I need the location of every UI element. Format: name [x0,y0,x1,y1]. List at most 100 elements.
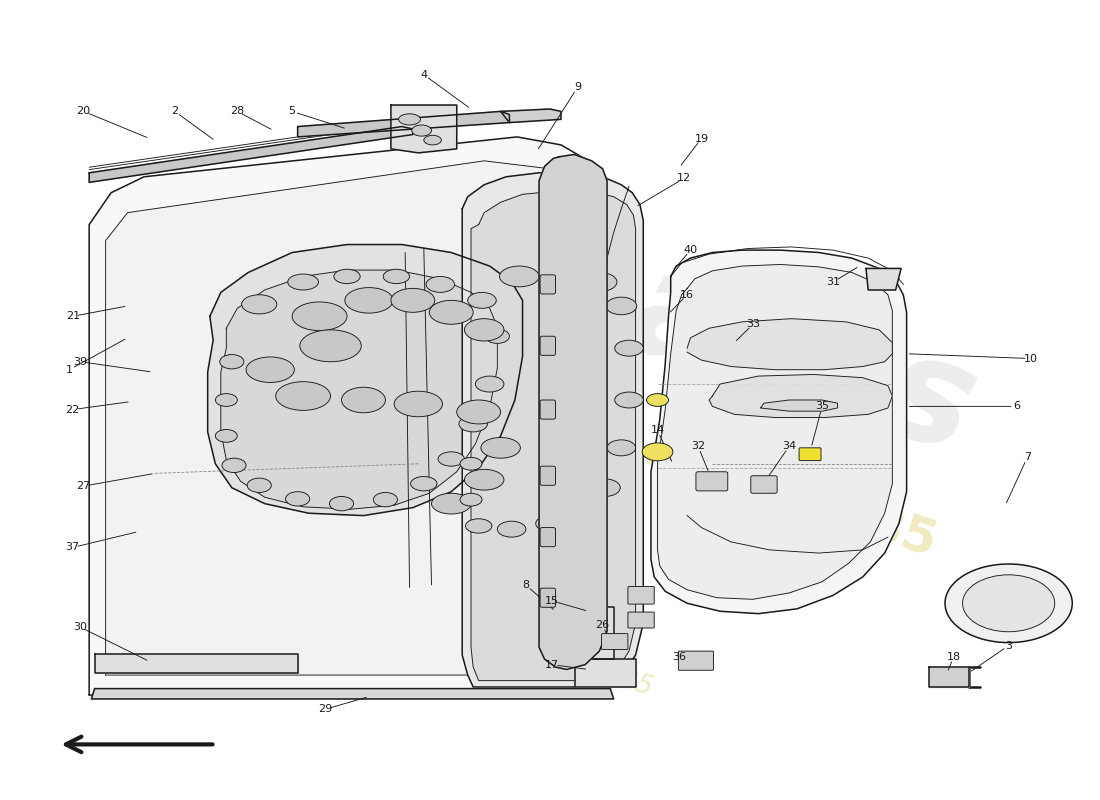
Text: 32: 32 [691,442,705,451]
Ellipse shape [330,497,353,511]
Ellipse shape [394,391,442,417]
FancyBboxPatch shape [696,472,728,491]
Ellipse shape [499,266,539,286]
Polygon shape [462,173,644,687]
Ellipse shape [220,354,244,369]
FancyBboxPatch shape [628,586,654,604]
Ellipse shape [373,493,397,507]
Ellipse shape [464,470,504,490]
Ellipse shape [962,575,1055,632]
Text: 19: 19 [694,134,708,143]
Polygon shape [298,111,509,137]
Text: 33: 33 [746,319,760,330]
Polygon shape [89,126,412,182]
Ellipse shape [497,521,526,537]
Text: 15: 15 [546,596,559,606]
Text: 10: 10 [1024,354,1037,363]
Ellipse shape [300,330,361,362]
FancyBboxPatch shape [540,527,556,546]
Ellipse shape [246,357,295,382]
Text: 3: 3 [1005,641,1012,650]
Text: 18: 18 [947,652,960,662]
Polygon shape [89,137,622,695]
Text: 8: 8 [522,580,529,590]
Ellipse shape [398,114,420,125]
Ellipse shape [222,458,246,473]
Ellipse shape [411,125,431,136]
FancyBboxPatch shape [602,634,628,650]
Ellipse shape [438,452,464,466]
Polygon shape [390,105,456,153]
Ellipse shape [475,376,504,392]
Ellipse shape [248,478,272,493]
Text: ares: ares [612,238,993,482]
Polygon shape [221,270,497,510]
Polygon shape [651,250,906,614]
FancyBboxPatch shape [540,275,556,294]
FancyBboxPatch shape [540,400,556,419]
Text: 35: 35 [815,402,829,411]
Polygon shape [575,659,636,687]
Ellipse shape [431,494,471,514]
Polygon shape [548,611,561,659]
Ellipse shape [647,394,669,406]
Ellipse shape [460,494,482,506]
Text: 4: 4 [420,70,428,80]
Text: 37: 37 [66,542,80,553]
Ellipse shape [390,288,435,312]
Text: 39: 39 [74,357,88,366]
Text: 34: 34 [782,442,796,451]
Ellipse shape [276,382,331,410]
Polygon shape [658,265,892,599]
Ellipse shape [481,438,520,458]
Polygon shape [866,269,901,290]
Ellipse shape [383,270,409,284]
Ellipse shape [465,518,492,533]
Polygon shape [928,667,969,687]
FancyBboxPatch shape [679,651,714,670]
Polygon shape [91,689,614,699]
Ellipse shape [606,297,637,314]
Ellipse shape [424,135,441,145]
Ellipse shape [429,300,473,324]
FancyBboxPatch shape [628,612,654,628]
Text: 6: 6 [1013,402,1020,411]
Text: since 1985: since 1985 [640,426,943,566]
Ellipse shape [642,443,673,461]
Ellipse shape [344,287,393,313]
Text: 5: 5 [288,106,296,117]
Text: 16: 16 [680,290,694,300]
Ellipse shape [568,503,598,520]
Polygon shape [688,318,892,370]
Ellipse shape [615,392,644,408]
Polygon shape [575,607,614,659]
Polygon shape [208,245,522,515]
Text: 2: 2 [172,106,178,117]
Polygon shape [500,109,561,122]
Ellipse shape [590,479,620,497]
Ellipse shape [410,477,437,491]
Polygon shape [761,400,837,411]
Text: 12: 12 [676,174,691,183]
Text: 40: 40 [683,245,697,255]
Polygon shape [471,191,636,681]
Ellipse shape [426,277,454,292]
Text: a passion for parts since 1985: a passion for parts since 1985 [268,554,656,701]
Text: 36: 36 [672,652,686,662]
FancyBboxPatch shape [540,336,556,355]
Ellipse shape [945,564,1072,642]
Ellipse shape [333,270,360,284]
Text: 31: 31 [826,277,840,287]
Text: 9: 9 [574,82,581,93]
FancyBboxPatch shape [540,588,556,607]
Text: 7: 7 [1024,452,1031,462]
Ellipse shape [216,394,238,406]
Ellipse shape [286,492,310,506]
Text: 21: 21 [66,311,80,322]
Text: 17: 17 [546,660,559,670]
Ellipse shape [341,387,385,413]
Text: 29: 29 [318,704,332,714]
Polygon shape [106,161,603,675]
Ellipse shape [464,318,504,341]
Text: 14: 14 [650,426,664,435]
